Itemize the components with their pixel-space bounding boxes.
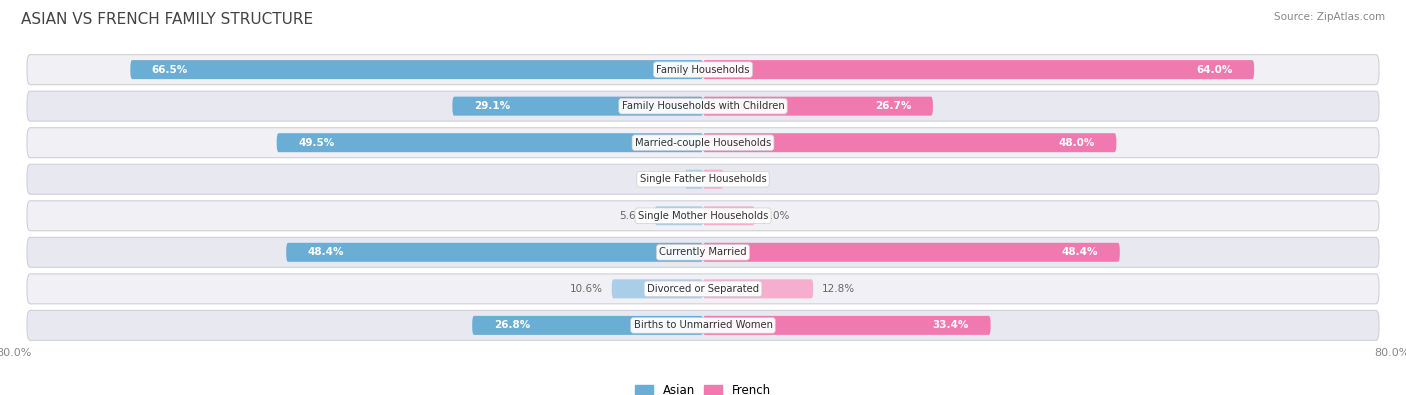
FancyBboxPatch shape xyxy=(287,243,703,262)
Text: Source: ZipAtlas.com: Source: ZipAtlas.com xyxy=(1274,12,1385,22)
FancyBboxPatch shape xyxy=(703,206,755,225)
Text: Divorced or Separated: Divorced or Separated xyxy=(647,284,759,294)
FancyBboxPatch shape xyxy=(27,310,1379,340)
FancyBboxPatch shape xyxy=(27,164,1379,194)
FancyBboxPatch shape xyxy=(685,170,703,189)
FancyBboxPatch shape xyxy=(655,206,703,225)
Text: 2.4%: 2.4% xyxy=(733,174,759,184)
Text: Single Mother Households: Single Mother Households xyxy=(638,211,768,221)
FancyBboxPatch shape xyxy=(27,128,1379,158)
FancyBboxPatch shape xyxy=(27,274,1379,304)
Text: Single Father Households: Single Father Households xyxy=(640,174,766,184)
Text: 5.6%: 5.6% xyxy=(620,211,647,221)
Text: Currently Married: Currently Married xyxy=(659,247,747,257)
Text: 48.4%: 48.4% xyxy=(1062,247,1098,257)
FancyBboxPatch shape xyxy=(703,243,1119,262)
FancyBboxPatch shape xyxy=(27,237,1379,267)
Text: 26.7%: 26.7% xyxy=(875,101,911,111)
Text: Births to Unmarried Women: Births to Unmarried Women xyxy=(634,320,772,330)
Legend: Asian, French: Asian, French xyxy=(631,380,775,395)
FancyBboxPatch shape xyxy=(453,97,703,116)
FancyBboxPatch shape xyxy=(703,170,724,189)
Text: 48.0%: 48.0% xyxy=(1059,138,1095,148)
Text: 29.1%: 29.1% xyxy=(474,101,510,111)
Text: 6.0%: 6.0% xyxy=(763,211,790,221)
FancyBboxPatch shape xyxy=(703,279,813,298)
Text: 33.4%: 33.4% xyxy=(932,320,969,330)
FancyBboxPatch shape xyxy=(27,201,1379,231)
FancyBboxPatch shape xyxy=(703,316,991,335)
Text: 26.8%: 26.8% xyxy=(494,320,530,330)
Text: 10.6%: 10.6% xyxy=(569,284,603,294)
FancyBboxPatch shape xyxy=(703,60,1254,79)
Text: 49.5%: 49.5% xyxy=(298,138,335,148)
Text: Family Households: Family Households xyxy=(657,65,749,75)
Text: 12.8%: 12.8% xyxy=(823,284,855,294)
Text: ASIAN VS FRENCH FAMILY STRUCTURE: ASIAN VS FRENCH FAMILY STRUCTURE xyxy=(21,12,314,27)
Text: Family Households with Children: Family Households with Children xyxy=(621,101,785,111)
FancyBboxPatch shape xyxy=(703,97,934,116)
FancyBboxPatch shape xyxy=(27,55,1379,85)
FancyBboxPatch shape xyxy=(703,133,1116,152)
Text: 2.1%: 2.1% xyxy=(650,174,676,184)
FancyBboxPatch shape xyxy=(612,279,703,298)
Text: Married-couple Households: Married-couple Households xyxy=(636,138,770,148)
FancyBboxPatch shape xyxy=(27,91,1379,121)
FancyBboxPatch shape xyxy=(472,316,703,335)
FancyBboxPatch shape xyxy=(131,60,703,79)
FancyBboxPatch shape xyxy=(277,133,703,152)
Text: 48.4%: 48.4% xyxy=(308,247,344,257)
Text: 66.5%: 66.5% xyxy=(152,65,188,75)
Text: 64.0%: 64.0% xyxy=(1197,65,1233,75)
